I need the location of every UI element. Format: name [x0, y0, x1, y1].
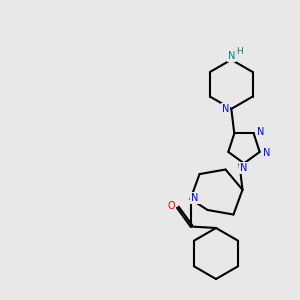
Text: N: N [256, 127, 264, 137]
Text: O: O [168, 201, 176, 212]
Text: N: N [240, 164, 248, 173]
Text: H: H [236, 47, 243, 56]
Text: N: N [222, 104, 229, 114]
Text: N: N [262, 148, 270, 158]
Text: N: N [191, 193, 199, 203]
Text: N: N [228, 51, 235, 61]
